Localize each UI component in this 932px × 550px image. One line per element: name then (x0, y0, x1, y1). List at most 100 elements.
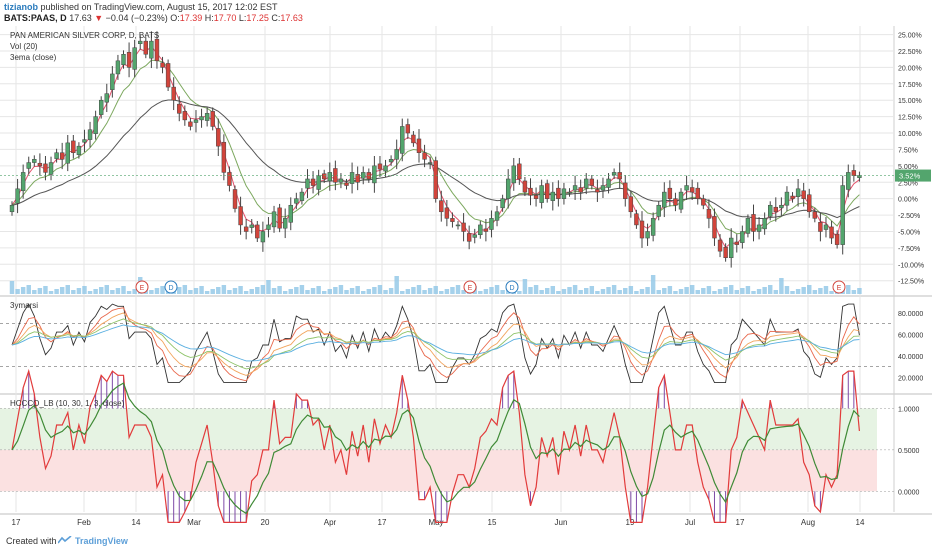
candle-body (461, 222, 466, 232)
y-tick-label: -2.50% (898, 213, 920, 220)
candle-body (99, 99, 104, 115)
volume-bar (427, 288, 433, 294)
candle-body (400, 126, 405, 154)
candle-body (706, 208, 712, 219)
volume-bar (823, 286, 829, 294)
volume-bar (561, 289, 567, 294)
y-tick-label: 60.0000 (898, 332, 923, 339)
volume-bar (662, 288, 667, 294)
candle-body (600, 185, 606, 191)
rsi-line (11, 312, 860, 376)
candle-body (405, 124, 411, 134)
volume-bar (188, 290, 193, 294)
candle-body (851, 170, 857, 176)
volume-bar (684, 287, 689, 294)
candle-body (160, 62, 165, 68)
volume-bar (182, 285, 188, 294)
event-marker-icon (505, 280, 519, 294)
volume-bar (115, 288, 121, 294)
candle-body (232, 189, 238, 209)
x-tick-label: 17 (736, 518, 745, 527)
volume-bar (221, 285, 227, 294)
candle-body (43, 163, 48, 173)
candle-body (678, 191, 684, 210)
x-tick-label: Jun (555, 518, 568, 527)
candle-body (673, 198, 678, 206)
y-tick-label: 2.50% (898, 180, 918, 187)
candle-body (834, 233, 840, 245)
volume-bar (355, 286, 360, 294)
volume-bar (299, 285, 305, 294)
volume-bar (762, 287, 767, 294)
volume-bar (712, 291, 717, 294)
candle-body (773, 206, 778, 213)
close-label: C: (271, 13, 281, 23)
chart-canvas[interactable]: 17 Feb 14 Mar 20 Apr 17 May 15 Jun 19 Jul 17 Aug 1425.… (0, 0, 932, 531)
candle-body (59, 152, 65, 160)
volume-bar (282, 291, 288, 294)
volume-bar (388, 288, 394, 294)
candle-body (723, 246, 728, 258)
volume-bar (271, 288, 277, 294)
oscillator-line (11, 382, 860, 515)
event-marker-label: E (468, 285, 473, 292)
candle-body (322, 173, 327, 180)
candle-body (478, 224, 483, 236)
volume-bar (556, 291, 561, 294)
volume-bar (255, 287, 260, 294)
candle-body (656, 204, 661, 217)
volume-bar (37, 288, 43, 294)
volume-bar (266, 280, 271, 294)
volume-bar (444, 289, 450, 294)
candle-body (138, 40, 143, 45)
candle-body (740, 231, 745, 243)
candle-body (639, 220, 645, 239)
volume-bar (54, 289, 59, 294)
last-price-badge (895, 169, 931, 182)
candle-body (807, 194, 812, 213)
volume-bar (717, 289, 723, 294)
volume-bar (439, 291, 444, 294)
candle-body (539, 185, 544, 203)
low-value: 17.25 (246, 13, 269, 23)
event-marker-icon (832, 280, 846, 294)
y-tick-label: 0.0000 (898, 489, 920, 496)
volume-bar (333, 287, 338, 294)
candle-body (132, 47, 137, 70)
candle-body (299, 191, 305, 201)
candle-body (701, 198, 706, 206)
created-with: Created with (6, 536, 57, 546)
volume-bar (98, 287, 104, 294)
candle-body (355, 174, 360, 183)
candle-body (76, 145, 82, 155)
candle-body (227, 172, 232, 186)
volume-bar (26, 285, 31, 294)
candle-body (444, 207, 450, 219)
candle-body (483, 228, 489, 232)
chart-header: tizianob published on TradingView.com, A… (4, 2, 904, 24)
low-label: L: (238, 13, 247, 23)
volume-bar (48, 291, 54, 294)
x-tick-label: 17 (12, 518, 21, 527)
volume-bar (154, 288, 160, 294)
x-tick-label: 14 (856, 518, 865, 527)
volume-bar (500, 290, 505, 294)
candle-body (327, 172, 332, 182)
candle-body (561, 188, 567, 199)
candle-body (37, 162, 43, 167)
candle-body (623, 182, 628, 199)
volume-bar (87, 291, 93, 294)
volume-bar (745, 286, 751, 294)
volume-bar (177, 287, 182, 294)
symbol-label: BATS:PAAS, D (4, 13, 67, 23)
candle-body (271, 211, 277, 228)
candle-body (388, 159, 394, 163)
candle-body (756, 224, 762, 232)
candle-body (427, 162, 433, 164)
volume-label: Vol (20) (10, 42, 38, 51)
down-arrow-icon: ▼ (94, 13, 104, 23)
candle-body (717, 239, 723, 252)
author-name[interactable]: tizianob (4, 2, 38, 12)
brand-name[interactable]: TradingView (75, 536, 128, 546)
candle-body (249, 224, 254, 228)
